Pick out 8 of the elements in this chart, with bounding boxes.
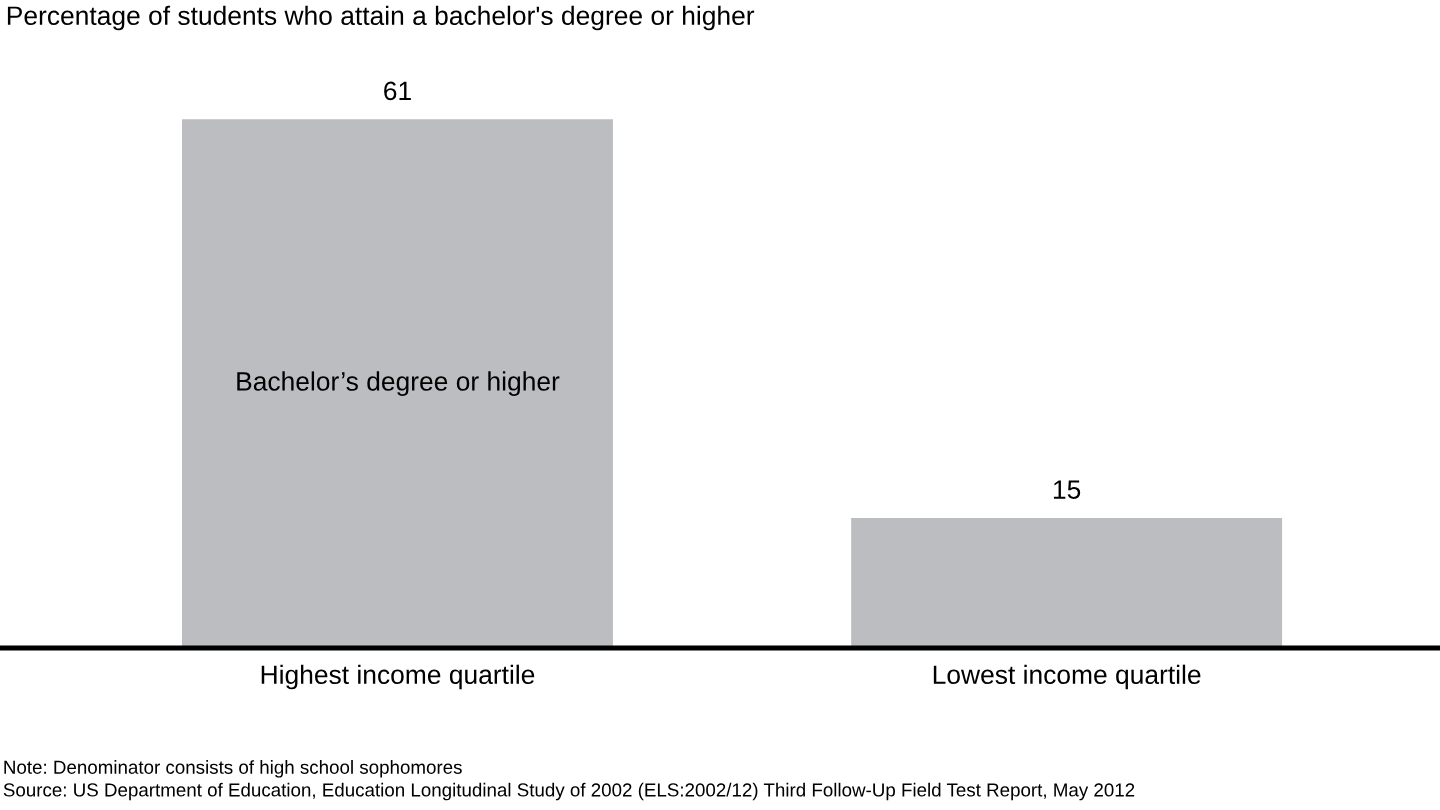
data-label: 15 [1053, 480, 1081, 499]
source-note: Source: US Department of Education, Education Longitudinal Study of 2002 (ELS:2002/12) Third Follow-Up Field Test Report, May 2012 [3, 782, 1135, 801]
chart-title: Percentage of students who attain a bachelor's degree or higher [7, 5, 755, 31]
text: Note: Denominator consists of high school sophomores [4, 760, 462, 778]
x-tick-label: Lowest income quartile [933, 664, 1201, 690]
x-tick-label: Highest income quartile [261, 664, 535, 690]
series-label: Bachelor’s degree or higher [237, 371, 560, 396]
data-label: 61 [384, 81, 411, 101]
